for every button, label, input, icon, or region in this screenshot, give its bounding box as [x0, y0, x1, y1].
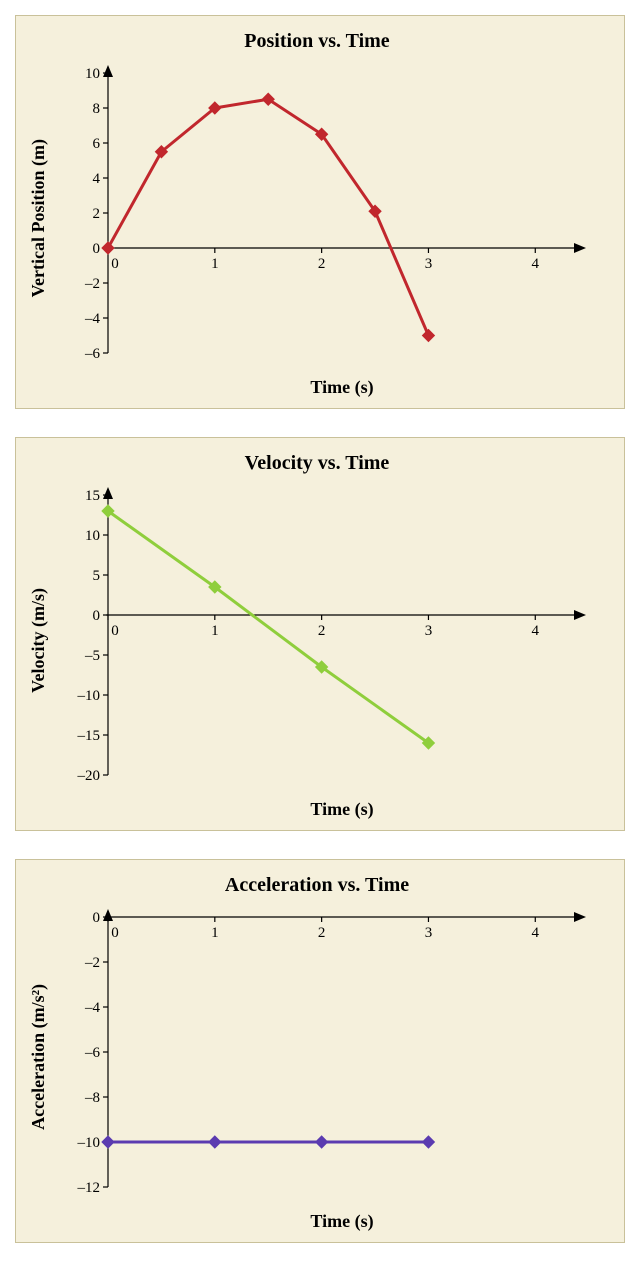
x-axis-label: Time (s)	[78, 799, 606, 820]
x-tick-label: 1	[211, 256, 219, 272]
y-tick-label: –10	[77, 688, 101, 704]
x-tick-label: 4	[532, 623, 540, 639]
data-line	[108, 511, 428, 743]
y-tick-label: –2	[84, 955, 100, 971]
x-tick-label: 1	[211, 925, 219, 941]
chart-body: Velocity (m/s) –20 –15 –10 –5 0 5 10 15 0 1 2 3 4	[28, 483, 606, 797]
y-axis-label: Velocity (m/s)	[28, 588, 49, 693]
chart-title: Position vs. Time	[28, 30, 606, 53]
x-tick-label: 4	[532, 256, 540, 272]
chart-svg: –6 –4 –2 0 2 4 6 8 10 0 1 2 3 4	[53, 61, 593, 375]
x-tick-label: 4	[532, 925, 540, 941]
y-tick-label: –6	[84, 346, 101, 362]
x-tick-label: 0	[111, 623, 119, 639]
y-tick-label: –10	[77, 1135, 101, 1151]
y-tick-label: –4	[84, 311, 101, 327]
y-tick-label: –15	[77, 728, 101, 744]
y-tick-label: 15	[85, 488, 100, 504]
chart-panel-acceleration: Acceleration vs. Time Acceleration (m/s²)…	[15, 859, 625, 1243]
y-tick-label: 2	[93, 206, 101, 222]
y-tick-label: 4	[93, 171, 101, 187]
x-tick-label: 3	[425, 925, 433, 941]
chart-title: Acceleration vs. Time	[28, 874, 606, 897]
y-tick-label: –5	[84, 648, 100, 664]
chart-panel-velocity: Velocity vs. Time Velocity (m/s) –20 –15 –10…	[15, 437, 625, 831]
x-tick-label: 3	[425, 256, 433, 272]
y-tick-label: 10	[85, 66, 100, 82]
x-tick-label: 3	[425, 623, 433, 639]
y-tick-label: –20	[77, 768, 101, 784]
y-tick-label: 0	[93, 608, 101, 624]
y-axis-label: Vertical Position (m)	[28, 139, 49, 297]
chart-body: Acceleration (m/s²) –12 –10 –8 –6 –4 –2 00 1 2 3 4	[28, 905, 606, 1209]
y-tick-label: –12	[77, 1180, 101, 1196]
y-tick-label: –6	[84, 1045, 101, 1061]
chart-title: Velocity vs. Time	[28, 452, 606, 475]
y-tick-label: 0	[93, 910, 101, 926]
chart-body: Vertical Position (m) –6 –4 –2 0 2 4 6 8 10 0 1 2 3 4	[28, 61, 606, 375]
x-tick-label: 1	[211, 623, 219, 639]
x-tick-label: 2	[318, 623, 326, 639]
chart-svg: –20 –15 –10 –5 0 5 10 15 0 1 2 3 4	[53, 483, 593, 797]
x-tick-label: 2	[318, 925, 326, 941]
y-tick-label: 8	[93, 101, 101, 117]
chart-panel-position: Position vs. TimeVertical Position (m)–6…	[15, 15, 625, 409]
chart-svg: –12 –10 –8 –6 –4 –2 00 1 2 3 4	[53, 905, 593, 1209]
x-tick-label: 0	[111, 925, 119, 941]
x-axis-label: Time (s)	[78, 377, 606, 398]
data-line	[108, 99, 428, 335]
y-tick-label: –2	[84, 276, 100, 292]
y-axis-label: Acceleration (m/s²)	[28, 984, 49, 1130]
y-tick-label: –8	[84, 1090, 100, 1106]
x-tick-label: 0	[111, 256, 119, 272]
y-tick-label: 10	[85, 528, 100, 544]
y-tick-label: 5	[93, 568, 101, 584]
x-tick-label: 2	[318, 256, 326, 272]
y-tick-label: –4	[84, 1000, 101, 1016]
x-axis-label: Time (s)	[78, 1211, 606, 1232]
y-tick-label: 0	[93, 241, 101, 257]
y-tick-label: 6	[93, 136, 101, 152]
